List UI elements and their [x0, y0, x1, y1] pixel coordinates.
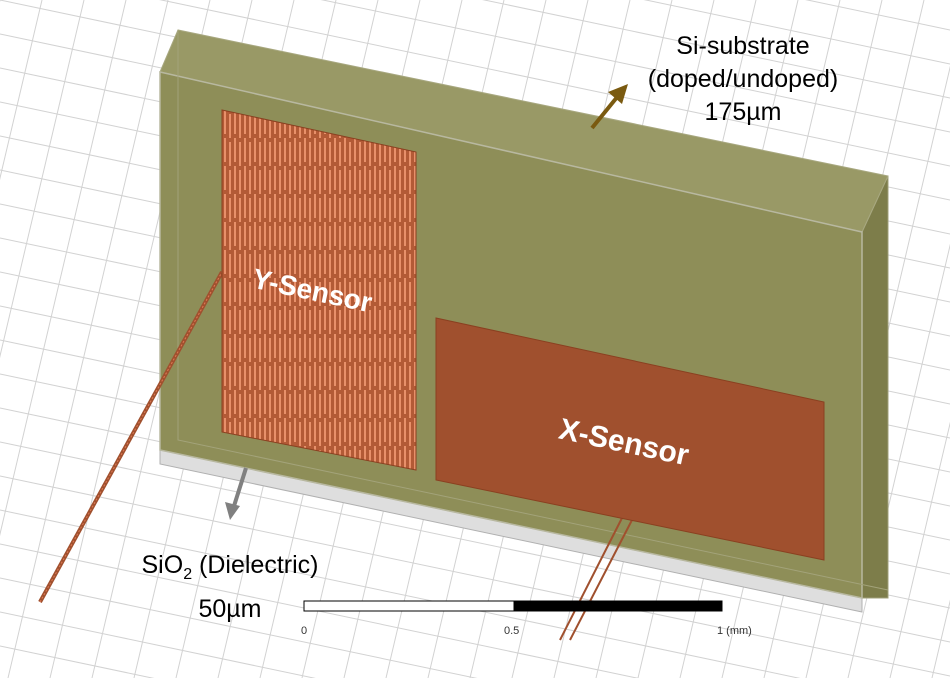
oxide-label: SiO2 (Dielectric) 50µm — [95, 548, 365, 626]
x-sensor-feed-line — [559, 517, 633, 641]
x-sensor-pad — [435, 317, 825, 561]
oxide-arrow — [225, 467, 248, 520]
oxide-thickness: 50µm — [198, 595, 262, 623]
oxide-prefix: SiO — [141, 551, 184, 579]
substrate-inner-edge — [177, 30, 889, 591]
scale-tick-mid: 0.5 — [504, 625, 520, 637]
oxide-label-line1: SiO2 (Dielectric) — [95, 548, 365, 592]
substrate-label-line3: 175µm — [704, 98, 782, 126]
oxide-subscript: 2 — [183, 566, 193, 583]
y-sensor-pad — [221, 109, 417, 471]
scale-tick-end: 1 (mm) — [717, 625, 752, 637]
substrate-label-line1: Si-substrate — [676, 32, 810, 60]
oxide-suffix: (Dielectric) — [192, 551, 319, 579]
substrate-label-line2: (doped/undoped) — [647, 65, 839, 93]
scale-tick-0: 0 — [301, 625, 308, 637]
substrate-side-face — [861, 175, 889, 599]
scale-bar — [303, 600, 723, 612]
substrate-label: Si-substrate (doped/undoped) 175µm — [598, 30, 888, 129]
substrate-arrow — [590, 84, 628, 130]
